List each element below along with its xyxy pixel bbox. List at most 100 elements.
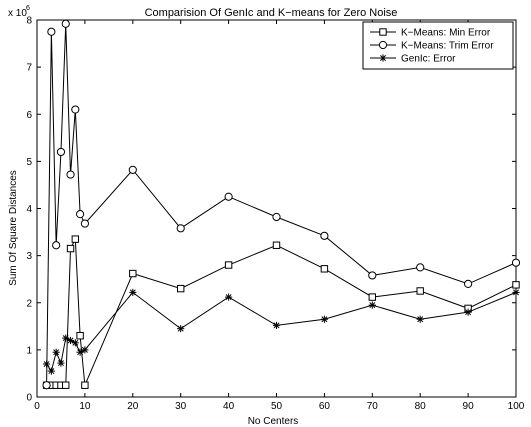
asterisk-stroke [48, 368, 55, 375]
data-point [62, 381, 70, 389]
x-tick-label: 70 [367, 401, 379, 412]
series-line [46, 23, 517, 386]
data-point [56, 147, 66, 157]
data-point [129, 288, 137, 296]
data-point [76, 210, 85, 219]
asterisk-stroke [81, 346, 88, 353]
x-tick-label: 80 [415, 401, 427, 412]
data-point [66, 170, 75, 179]
y-tick-label: 2 [26, 298, 32, 309]
legend-marker [379, 54, 387, 62]
asterisk-stroke [513, 289, 519, 296]
asterisk-stroke [321, 316, 328, 323]
y-tick-label: 4 [26, 204, 32, 215]
data-point [464, 308, 472, 316]
series-2 [42, 288, 520, 375]
legend-label: K−Means: Min Error [401, 28, 491, 39]
x-tick-label: 100 [508, 401, 525, 412]
series-line [46, 237, 517, 386]
legend-label: K−Means: Trim Error [401, 41, 494, 52]
data-point [47, 367, 55, 375]
data-point [76, 332, 84, 340]
data-point [81, 346, 89, 354]
y-axis-label: Sum Of Square Distances [8, 170, 19, 286]
y-tick-label: 8 [26, 16, 32, 27]
data-point [128, 165, 137, 174]
data-point [368, 301, 376, 309]
asterisk-stroke [369, 302, 376, 309]
data-point [66, 244, 75, 253]
data-point [71, 235, 80, 243]
chart-title: Comparision Of GenIc and K−means for Zer… [145, 7, 398, 19]
legend: K−Means: Min Error K−Means: Trim Error Gen… [362, 21, 514, 70]
data-point [177, 325, 185, 333]
data-point [416, 287, 424, 295]
asterisk-stroke [67, 337, 74, 344]
data-point [129, 269, 137, 278]
data-point [512, 288, 520, 296]
legend-marker [379, 28, 387, 36]
asterisk-stroke [273, 322, 280, 329]
data-point [66, 336, 75, 345]
data-point [464, 279, 473, 288]
data-point [320, 265, 329, 273]
data-point [52, 348, 60, 356]
asterisk-stroke [72, 339, 79, 346]
series-0 [42, 235, 520, 389]
data-point [272, 212, 281, 222]
series-line [46, 291, 517, 373]
data-point [57, 359, 65, 367]
data-point [416, 315, 424, 323]
data-point [368, 271, 377, 280]
asterisk-stroke [129, 289, 136, 296]
y-tick-label: 7 [26, 63, 32, 74]
asterisk-stroke [380, 55, 386, 61]
data-point [368, 293, 377, 301]
asterisk-stroke [77, 349, 84, 356]
data-point [71, 105, 80, 114]
plot-frame [36, 19, 517, 398]
x-tick-label: 50 [271, 401, 283, 412]
data-point [71, 339, 79, 347]
data-point [272, 241, 281, 249]
x-tick-label: 10 [79, 401, 91, 412]
asterisk-stroke [417, 316, 424, 323]
asterisk-stroke [58, 360, 64, 367]
y-multiplier-base: x 10 [8, 8, 27, 19]
asterisk-stroke [225, 294, 232, 301]
y-axis-ticks: 0 1 2 3 4 5 6 7 8 [26, 16, 516, 404]
y-tick-label: 6 [26, 110, 32, 121]
series-layer [42, 19, 521, 390]
data-point [80, 219, 90, 228]
data-point [320, 315, 328, 323]
x-tick-label: 60 [319, 401, 331, 412]
legend-item: K−Means: Min Error [370, 28, 491, 39]
asterisk-stroke [53, 349, 60, 356]
x-tick-label: 20 [127, 401, 139, 412]
y-tick-label: 0 [26, 393, 32, 404]
x-axis-label: No Centers [248, 416, 299, 427]
y-tick-label: 3 [26, 251, 32, 262]
data-point [61, 19, 70, 28]
data-point [81, 381, 89, 389]
x-tick-label: 90 [463, 401, 475, 412]
asterisk-stroke [465, 309, 472, 316]
asterisk-stroke [43, 361, 50, 367]
y-tick-label: 1 [26, 345, 32, 356]
series-1 [42, 19, 521, 390]
legend-item: K−Means: Trim Error [370, 41, 494, 52]
data-point [47, 27, 56, 36]
data-point [416, 263, 425, 272]
data-point [176, 224, 185, 233]
legend-marker [378, 40, 388, 50]
data-point [320, 231, 329, 240]
data-point [512, 281, 520, 289]
legend-item: GenIc: Error [370, 54, 456, 65]
data-point [511, 258, 521, 267]
x-tick-label: 0 [34, 401, 40, 412]
data-point [177, 284, 185, 293]
data-point [76, 348, 84, 356]
y-tick-label: 5 [26, 157, 32, 168]
y-multiplier: x 10 6 [8, 5, 30, 19]
